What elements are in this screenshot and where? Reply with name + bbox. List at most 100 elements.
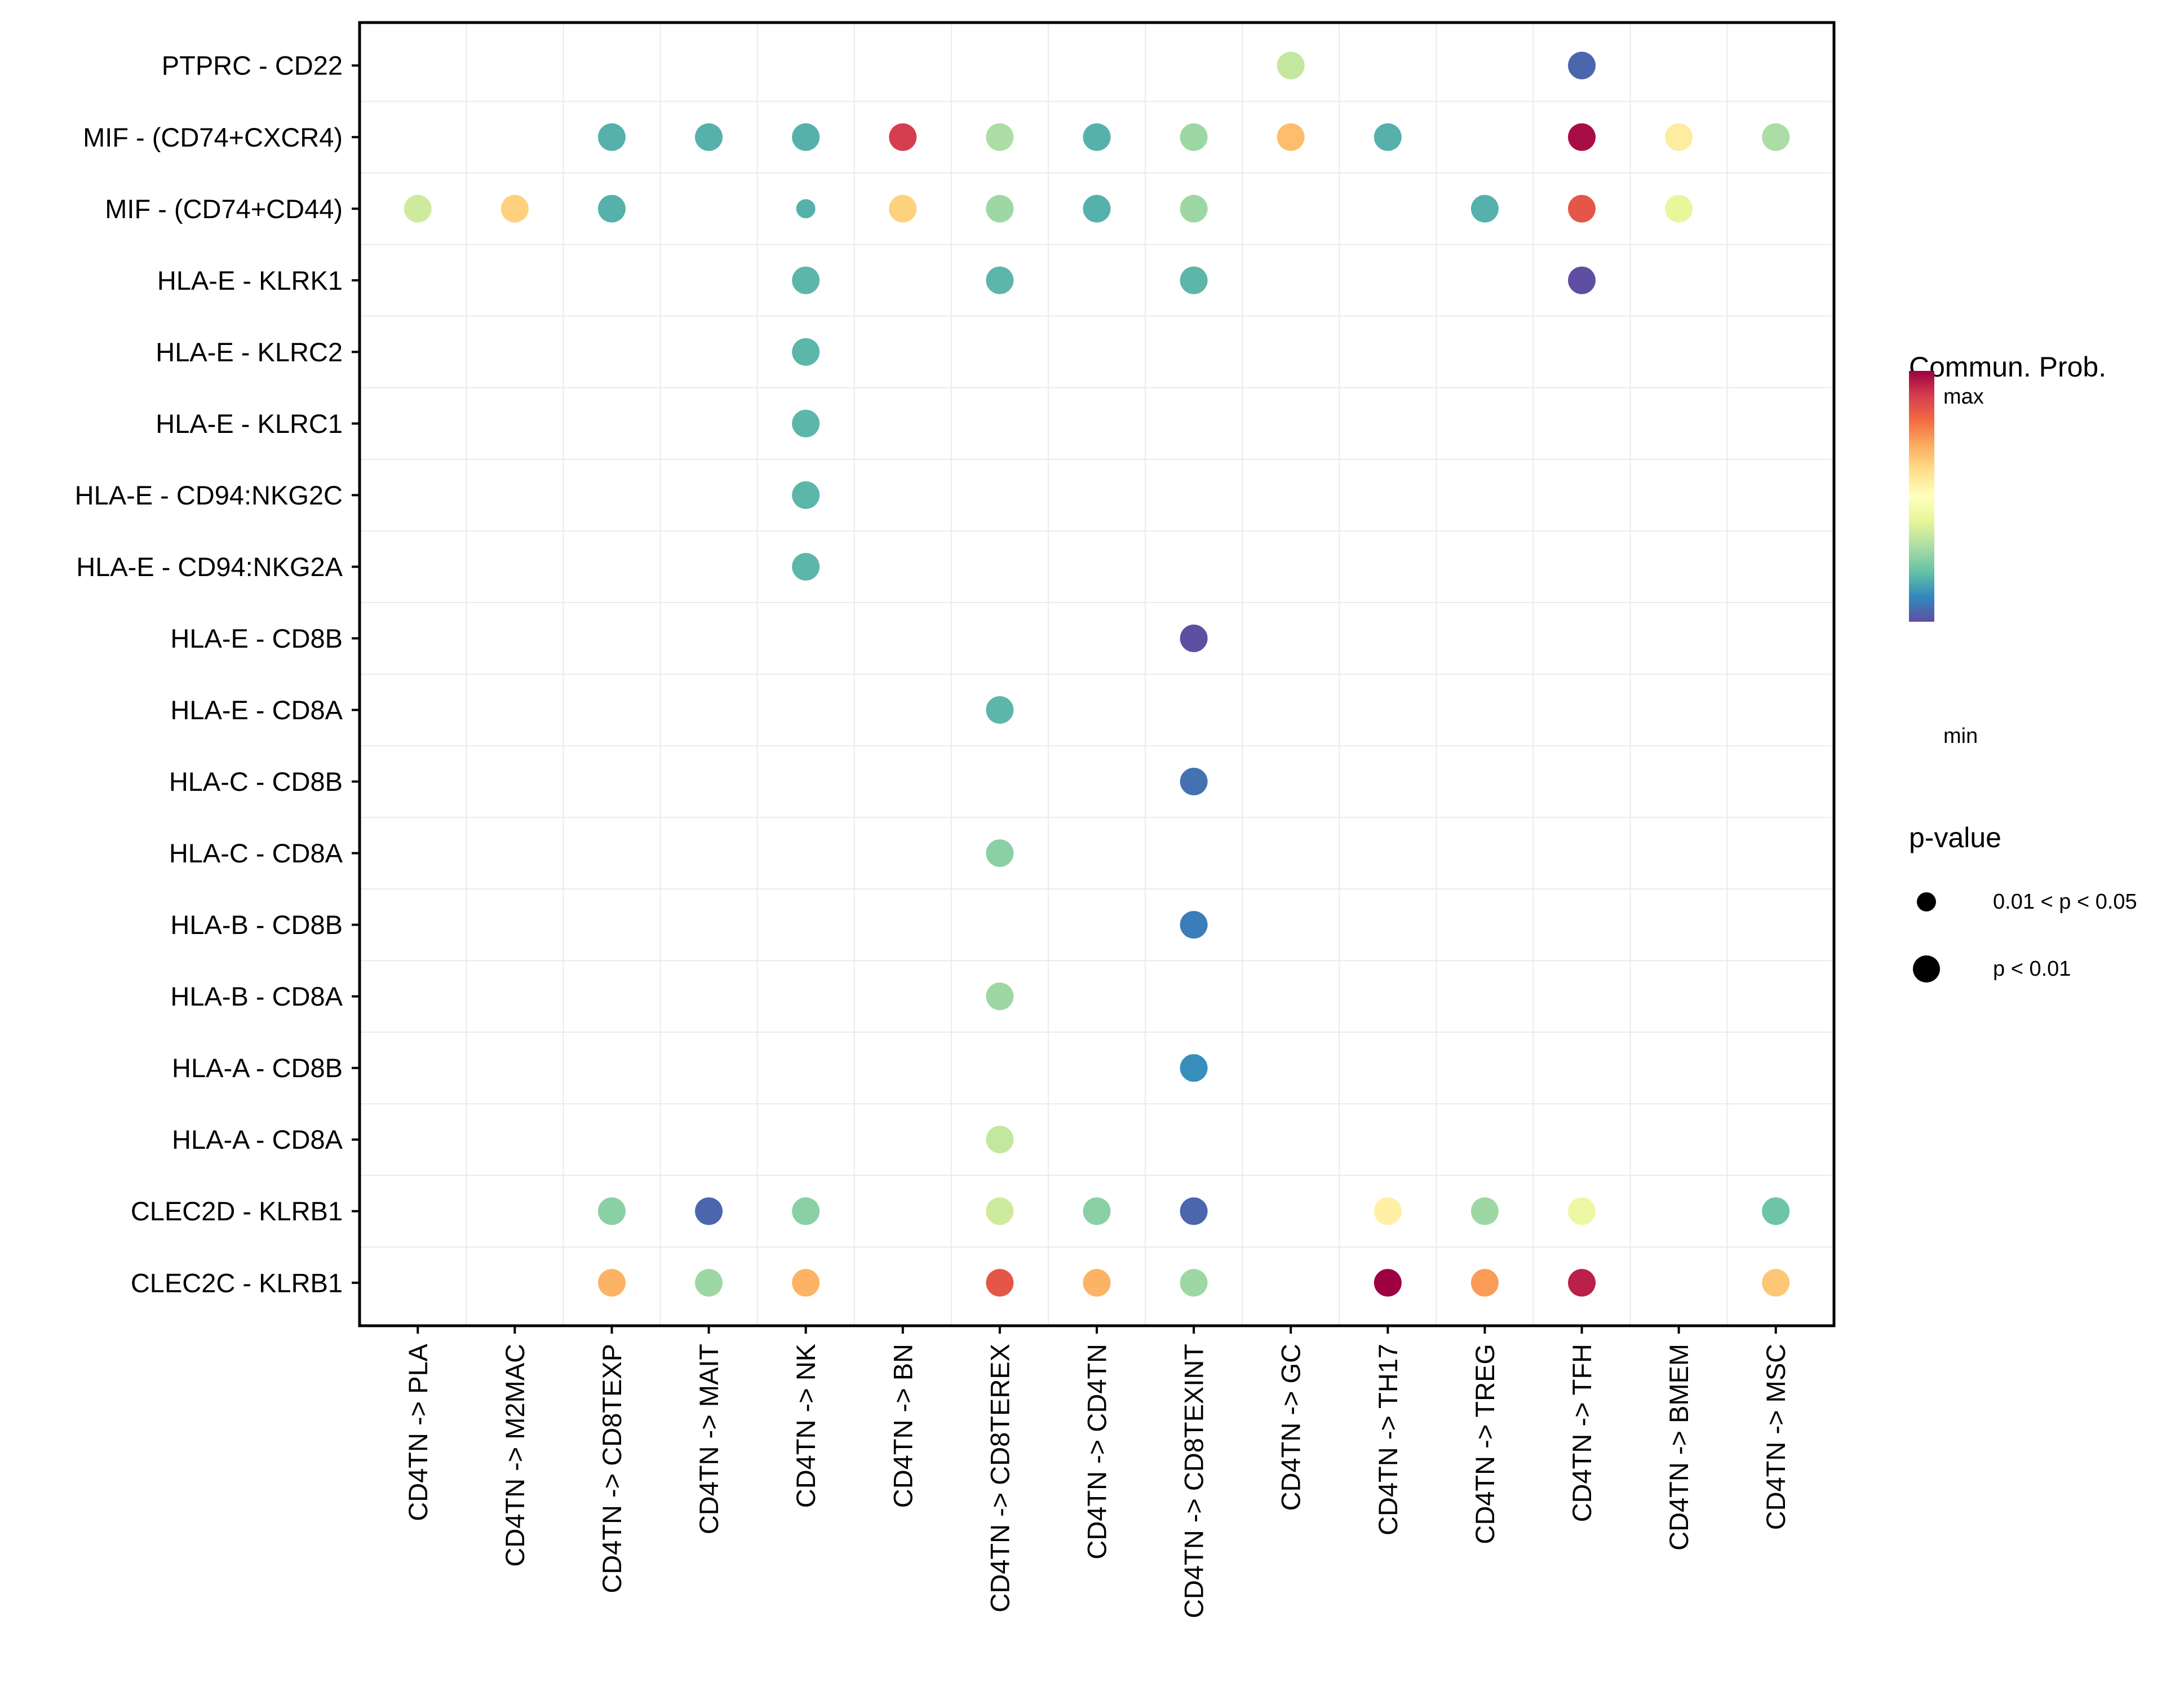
data-point: [986, 1197, 1014, 1225]
x-tick-label: CD4TN -> MSC: [1761, 1344, 1791, 1530]
x-tick-label: CD4TN -> MAIT: [694, 1344, 724, 1534]
data-point: [1568, 1269, 1596, 1297]
y-tick-label: CLEC2C - KLRB1: [131, 1268, 343, 1298]
data-point: [1665, 123, 1693, 151]
data-point: [1180, 266, 1208, 294]
data-point: [1762, 1269, 1790, 1297]
data-point: [1083, 194, 1111, 223]
data-point: [986, 266, 1014, 294]
data-point: [986, 982, 1014, 1011]
size-legend-low-label: p < 0.01: [1993, 957, 2071, 981]
data-point: [1568, 1197, 1596, 1225]
data-point: [1470, 1269, 1499, 1297]
data-point: [1083, 1269, 1111, 1297]
data-point: [986, 839, 1014, 867]
x-tick-label: CD4TN -> BN: [888, 1344, 918, 1508]
color-legend-min-label: min: [1943, 724, 1978, 748]
data-point: [1568, 266, 1596, 294]
data-point: [796, 199, 816, 219]
color-legend: Commun. Prob. max min: [1909, 351, 2106, 748]
data-point: [1277, 51, 1305, 79]
data-point: [1374, 123, 1402, 151]
y-tick-label: HLA-E - KLRC2: [156, 337, 343, 367]
data-point: [792, 481, 820, 509]
data-point: [1180, 1197, 1208, 1225]
y-tick-label: HLA-E - KLRC1: [156, 409, 343, 439]
y-tick-label: CLEC2D - KLRB1: [131, 1196, 343, 1226]
x-tick-label: CD4TN -> CD8TEREX: [985, 1344, 1015, 1613]
size-legend: p-value 0.01 < p < 0.05 p < 0.01: [1909, 822, 2137, 982]
data-point: [597, 1197, 626, 1225]
data-point: [695, 123, 723, 151]
data-point: [889, 194, 917, 223]
data-point: [597, 123, 626, 151]
data-point: [889, 123, 917, 151]
data-point: [792, 409, 820, 437]
data-point: [1762, 123, 1790, 151]
data-point: [986, 123, 1014, 151]
data-point: [1470, 194, 1499, 223]
x-tick-label: CD4TN -> GC: [1276, 1344, 1306, 1511]
data-point: [500, 194, 529, 223]
size-legend-low-marker: [1913, 955, 1940, 982]
y-tick-label: HLA-E - CD8A: [170, 695, 343, 725]
y-tick-label: MIF - (CD74+CD44): [105, 194, 343, 224]
data-point: [404, 194, 432, 223]
data-point: [695, 1197, 723, 1225]
data-point: [792, 123, 820, 151]
data-point: [1180, 624, 1208, 652]
data-point: [792, 1197, 820, 1225]
data-point: [792, 338, 820, 366]
y-tick-label: MIF - (CD74+CXCR4): [83, 122, 343, 152]
data-point: [1762, 1197, 1790, 1225]
x-tick-label: CD4TN -> CD8TEXP: [597, 1344, 627, 1593]
data-point: [792, 266, 820, 294]
y-tick-label: HLA-A - CD8A: [172, 1125, 343, 1154]
x-tick-label: CD4TN -> TREG: [1470, 1344, 1500, 1544]
y-tick-label: HLA-C - CD8A: [169, 838, 343, 868]
data-point: [1277, 123, 1305, 151]
x-tick-label: CD4TN -> CD8TEXINT: [1179, 1344, 1209, 1618]
data-point: [1180, 194, 1208, 223]
data-point: [1083, 123, 1111, 151]
x-tick-label: CD4TN -> TH17: [1373, 1344, 1403, 1535]
y-axis: PTPRC - CD22 MIF - (CD74+CXCR4) MIF - (CD7…: [75, 51, 360, 1298]
x-tick-label: CD4TN -> CD4TN: [1082, 1344, 1112, 1560]
data-point: [1180, 1054, 1208, 1082]
data-point: [986, 1126, 1014, 1154]
color-legend-title: Commun. Prob.: [1909, 351, 2106, 383]
data-points: [404, 51, 1790, 1297]
data-point: [986, 1269, 1014, 1297]
grid-lines: [360, 23, 1834, 1326]
x-tick-label: CD4TN -> M2MAC: [500, 1344, 530, 1567]
x-tick-label: CD4TN -> NK: [791, 1344, 821, 1508]
data-point: [1374, 1269, 1402, 1297]
size-legend-title: p-value: [1909, 822, 2001, 853]
data-point: [1180, 911, 1208, 939]
color-legend-max-label: max: [1943, 385, 1984, 409]
x-tick-label: CD4TN -> PLA: [403, 1343, 433, 1521]
data-point: [1180, 123, 1208, 151]
data-point: [1665, 194, 1693, 223]
data-point: [1568, 123, 1596, 151]
data-point: [1470, 1197, 1499, 1225]
data-point: [986, 696, 1014, 724]
y-tick-label: HLA-E - CD8B: [170, 623, 343, 653]
x-axis: CD4TN -> PLA CD4TN -> M2MAC CD4TN -> CD8TE…: [403, 1326, 1791, 1618]
size-legend-mid-marker: [1917, 892, 1936, 911]
data-point: [597, 1269, 626, 1297]
data-point: [1180, 768, 1208, 796]
x-tick-label: CD4TN -> BMEM: [1664, 1344, 1694, 1551]
x-tick-label: CD4TN -> TFH: [1567, 1344, 1597, 1522]
data-point: [695, 1269, 723, 1297]
size-legend-mid-label: 0.01 < p < 0.05: [1993, 890, 2137, 914]
data-point: [1083, 1197, 1111, 1225]
data-point: [1568, 194, 1596, 223]
data-point: [792, 1269, 820, 1297]
data-point: [1568, 51, 1596, 79]
data-point: [597, 194, 626, 223]
data-point: [792, 552, 820, 581]
y-tick-label: HLA-E - KLRK1: [157, 265, 343, 295]
y-tick-label: HLA-E - CD94:NKG2C: [75, 480, 343, 510]
